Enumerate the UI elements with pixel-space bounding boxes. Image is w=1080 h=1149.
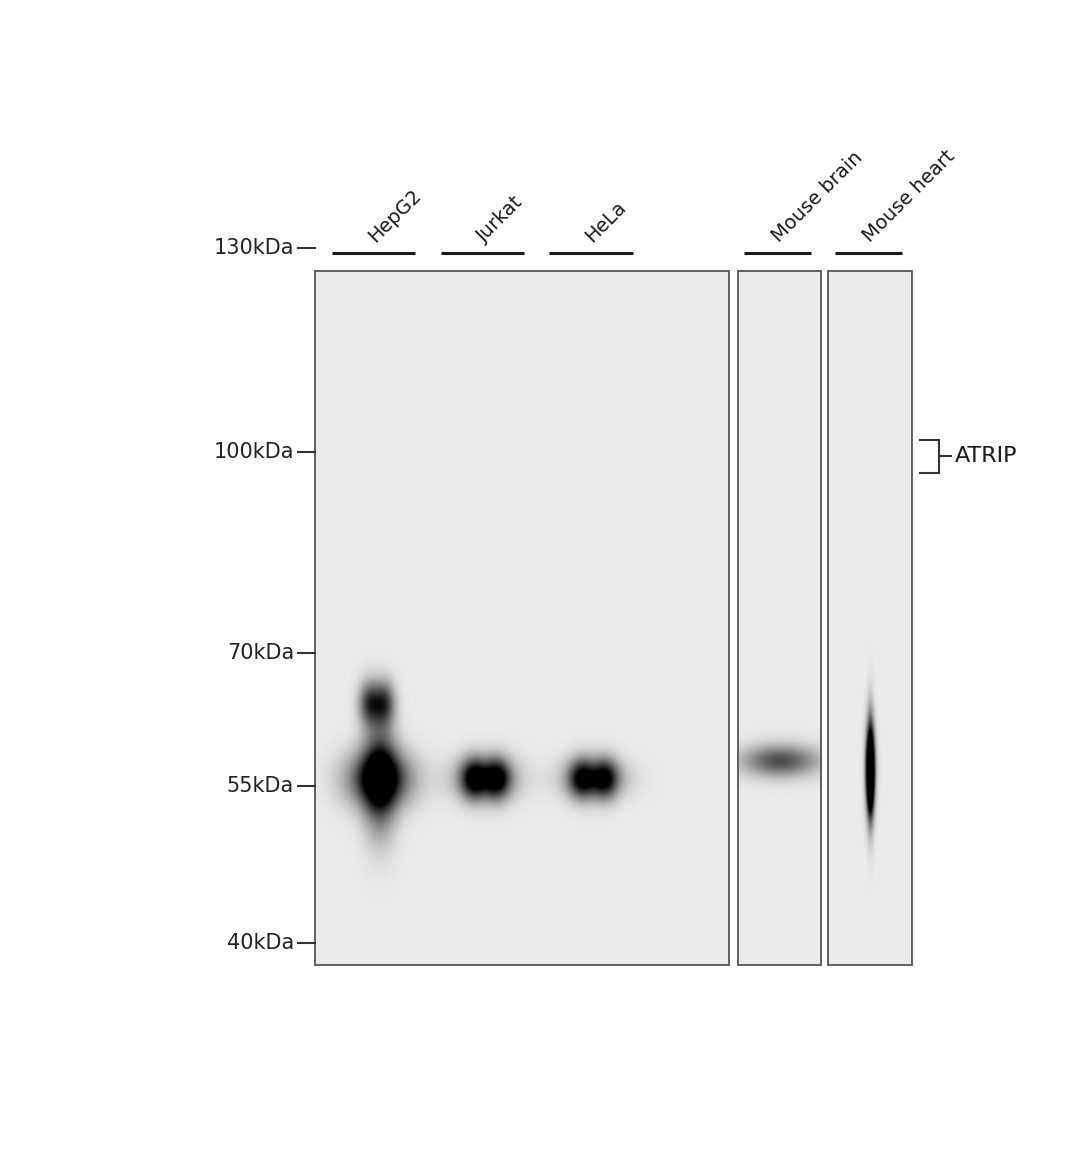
Text: 100kDa: 100kDa bbox=[214, 442, 294, 462]
Text: Mouse brain: Mouse brain bbox=[769, 148, 866, 246]
Bar bbox=[315, 270, 729, 965]
Text: 70kDa: 70kDa bbox=[227, 642, 294, 663]
Text: ATRIP: ATRIP bbox=[956, 446, 1017, 466]
Text: HepG2: HepG2 bbox=[364, 185, 424, 246]
Text: 40kDa: 40kDa bbox=[227, 933, 294, 953]
Text: Mouse heart: Mouse heart bbox=[859, 147, 958, 246]
Bar bbox=[738, 270, 821, 965]
Text: Jurkat: Jurkat bbox=[473, 192, 526, 246]
Text: HeLa: HeLa bbox=[582, 198, 630, 246]
Bar bbox=[828, 270, 912, 965]
Text: 130kDa: 130kDa bbox=[214, 238, 294, 257]
Text: 55kDa: 55kDa bbox=[227, 777, 294, 796]
